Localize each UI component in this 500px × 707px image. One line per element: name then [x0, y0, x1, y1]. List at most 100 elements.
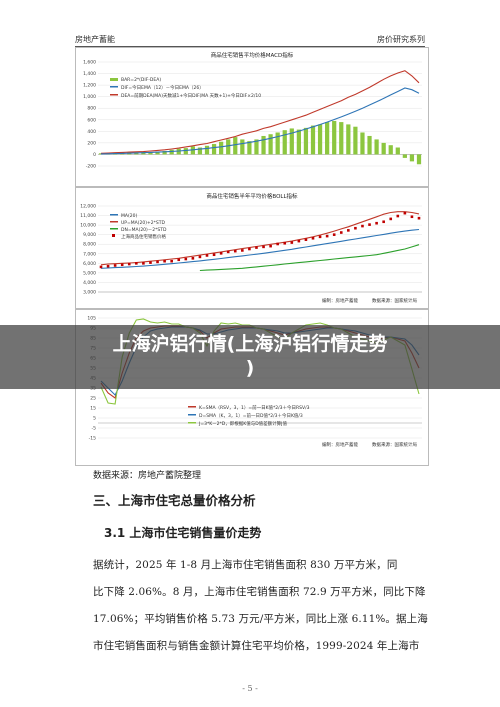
price-point [332, 233, 336, 236]
macd-bar [317, 124, 323, 155]
y-tick-label: 5 [93, 416, 96, 422]
macd-bar [204, 145, 210, 155]
y-tick-label: 1,200 [83, 83, 96, 89]
banner-title-line1: 上海沪铝行情(上海沪铝行情走势 [112, 333, 388, 355]
macd-bar [275, 132, 280, 155]
macd-bar [367, 135, 372, 155]
price-point [135, 262, 138, 265]
macd-bar [197, 147, 203, 155]
price-point [269, 244, 272, 248]
boll-legend-up-swatch [110, 221, 118, 223]
boll-legend-dn-swatch [110, 228, 118, 230]
macd-bar [296, 129, 301, 155]
price-point [170, 259, 173, 263]
kdj-legend-k-swatch [188, 406, 196, 408]
header-right: 房价研究系列 [377, 35, 425, 44]
price-point [156, 260, 159, 264]
price-point [262, 245, 265, 249]
kdj-legend-j: J=3*K－2*D，即根据K值与D值差额计算J值 [198, 420, 287, 427]
y-tick-label: 15 [90, 406, 96, 412]
macd-bar [353, 126, 358, 155]
price-point [198, 255, 202, 259]
macd-bar [409, 154, 415, 162]
macd-legend-dif: DIF=今日EMA（12）－今日EMA（26） [121, 84, 204, 91]
price-point [99, 265, 103, 269]
macd-bar [395, 147, 400, 155]
y-tick-label: 10,000 [80, 223, 96, 229]
price-point [120, 263, 124, 267]
macd-bar [346, 124, 351, 155]
price-point [205, 254, 209, 257]
macd-bar [254, 139, 259, 155]
y-tick-label: 25 [90, 396, 96, 402]
y-tick-label: 105 [87, 316, 96, 322]
figure-source: 数据来源：房地产蓄院整理 [93, 471, 202, 481]
price-point [226, 250, 230, 254]
macd-bar [183, 148, 188, 155]
boll-note-compiler: 编制：房地产蓄能 [322, 297, 358, 304]
price-point [255, 246, 258, 249]
page-header: 房地产蓄能 房价研究系列 [75, 34, 425, 46]
macd-legend-dea-swatch [110, 94, 118, 96]
price-point [184, 257, 188, 261]
macd-bar [190, 146, 195, 155]
price-point [361, 224, 364, 228]
price-point [248, 247, 251, 251]
price-point [297, 239, 301, 243]
series-line-dif [100, 70, 420, 154]
subsection-heading: 3.1 上海市住宅销售量价走势 [104, 526, 262, 540]
series-line-ma [100, 228, 420, 269]
price-point [403, 211, 407, 215]
body-paragraph: 据统计，2025 年 1-8 月上海市住宅销售面积 830 万平方米，同 比下降… [93, 552, 428, 660]
price-point [417, 216, 421, 220]
header-left: 房地产蓄能 [75, 35, 115, 44]
macd-bar [416, 154, 422, 165]
boll-legend-price-swatch [112, 234, 115, 237]
y-tick-label: 5,000 [83, 270, 96, 276]
macd-bar [282, 130, 287, 155]
y-tick-label: 6,000 [83, 261, 96, 267]
y-tick-label: 1,400 [83, 71, 96, 77]
kdj-note-source: 数据来源：国家统计局 [372, 441, 417, 448]
kdj-legend-k: K=SMA（RSV，3，1）=前一日K值*2/3＋今日RSV/3 [199, 404, 310, 411]
series-line-dn [199, 244, 420, 272]
macd-bar [360, 132, 365, 155]
price-point [113, 264, 117, 267]
boll-note-source: 数据来源：国家统计局 [372, 297, 417, 304]
y-tick-label: 0 [93, 152, 96, 158]
y-tick-label: -5 [92, 426, 97, 432]
macd-bar [233, 137, 238, 155]
price-point [127, 262, 131, 266]
macd-bar [332, 120, 337, 155]
series-line-up [100, 211, 420, 266]
y-tick-label: 1,000 [83, 94, 96, 100]
macd-bar [325, 122, 330, 155]
y-tick-label: 12,000 [80, 204, 96, 210]
macd-legend-bar: BAR=2*(DIF-DEA) [121, 77, 161, 83]
price-point [304, 238, 308, 241]
banner-title: 上海沪铝行情(上海沪铝行情走势 ) [0, 332, 500, 380]
y-tick-label: 8,000 [83, 242, 96, 248]
page-number: - 5 - [242, 684, 258, 693]
macd-bar [169, 149, 174, 155]
macd-bar [176, 148, 181, 155]
macd-chart-title: 商品住宅销售平均价格MACD指标 [211, 51, 294, 59]
paragraph-line: 比下降 2.06%。8 月，上海市住宅销售面积 72.9 万平方米，同比下降 [93, 586, 426, 598]
y-tick-label: 800 [87, 106, 96, 112]
price-point [212, 253, 216, 257]
boll-legend-dn: DN=MA(20)－2*STD [121, 227, 167, 233]
y-tick-label: 3,000 [83, 290, 96, 296]
kdj-legend-d: D=SMA（K，3，1）=前一日D值*2/3＋今日K值/3 [199, 412, 303, 419]
macd-bar [374, 139, 379, 155]
y-tick-label: -200 [86, 164, 96, 170]
macd-bar [247, 141, 252, 155]
macd-legend-dea: DEA=前期DEA(MA)天数减1+今日DIF(MA 天数+1)+今日DIF×2… [121, 92, 261, 99]
series-line-dea [100, 87, 420, 155]
price-point [325, 234, 329, 238]
title-banner [0, 325, 500, 389]
price-point [163, 259, 166, 263]
macd-bar [402, 154, 407, 158]
y-tick-label: 4,000 [83, 280, 96, 286]
boll-legend-up: UP=MA(20)+2*STD [121, 220, 165, 226]
macd-bar [339, 122, 344, 155]
